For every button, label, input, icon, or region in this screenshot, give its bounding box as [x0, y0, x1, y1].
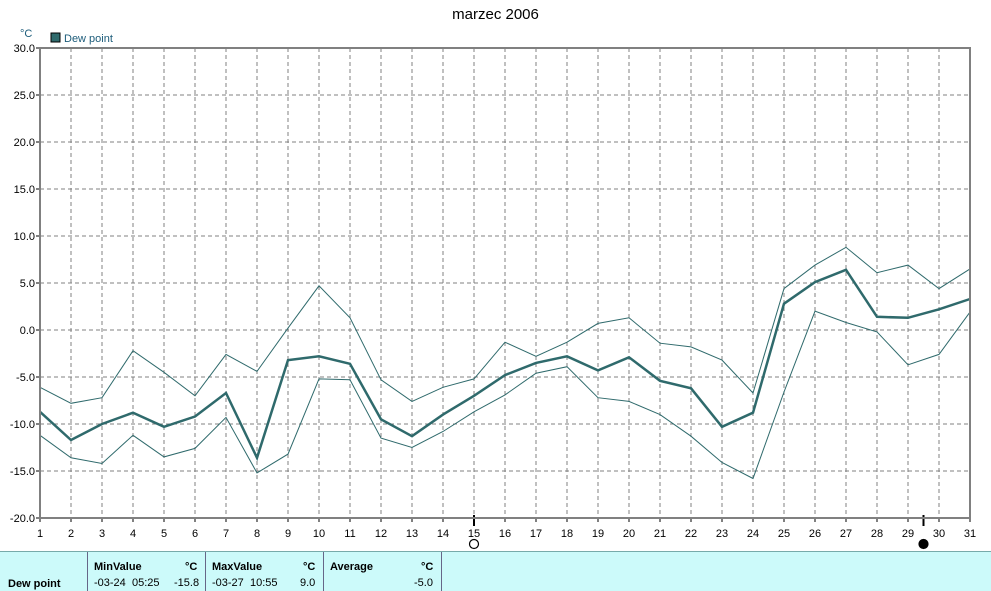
- series-line-lower: [39, 310, 971, 480]
- legend-label: Dew point: [64, 33, 113, 45]
- y-tick-label: 5.0: [20, 278, 35, 290]
- legend-swatch: [50, 32, 61, 43]
- x-axis-ticks: 1 2 3 4 5 6 7 8 9 10 11 12 13 14 15 16 17 18 19 20 21 22 23 24 2…: [37, 518, 976, 540]
- y-tick-label: -15.0: [10, 466, 35, 478]
- chart-title: marzec 2006: [452, 6, 539, 23]
- chart-area: 30.0 25.0 20.0 15.0 10.0 5.0 0.0 -5.0 -10.0 -15.0…: [10, 28, 976, 550]
- x-tick-label: 13: [406, 528, 418, 540]
- x-tick-label: 9: [285, 528, 291, 540]
- x-tick-label: 2: [68, 528, 74, 540]
- x-tick-label: 1: [37, 528, 43, 540]
- stats-row-label: Dew point: [8, 578, 61, 590]
- x-tick-label: 14: [437, 528, 449, 540]
- x-tick-label: 4: [130, 528, 136, 540]
- x-tick-label: 5: [161, 528, 167, 540]
- x-tick-label: 20: [623, 528, 635, 540]
- moon-markers: [468, 515, 929, 550]
- x-tick-label: 10: [313, 528, 325, 540]
- x-tick-label: 25: [778, 528, 790, 540]
- max-header: MaxValue: [212, 561, 263, 573]
- series-line-dew-point: [39, 268, 971, 462]
- x-tick-label: 29: [902, 528, 914, 540]
- x-tick-label: 17: [530, 528, 542, 540]
- max-value-cell: MaxValue °C -03-27 10:55 9.0: [206, 552, 324, 591]
- x-tick-label: 8: [254, 528, 260, 540]
- unit-label: °C: [20, 28, 32, 40]
- new-moon-icon: [918, 538, 929, 550]
- max-unit: °C: [303, 561, 316, 573]
- min-unit: °C: [185, 561, 198, 573]
- min-value: -15.8: [174, 577, 200, 589]
- x-tick-label: 21: [654, 528, 666, 540]
- x-tick-label: 16: [499, 528, 511, 540]
- x-tick-label: 11: [344, 528, 355, 540]
- x-tick-label: 27: [840, 528, 852, 540]
- x-tick-label: 19: [592, 528, 604, 540]
- plot-frame: [39, 47, 971, 519]
- x-tick-label: 18: [561, 528, 573, 540]
- x-tick-label: 22: [685, 528, 697, 540]
- min-header: MinValue: [94, 561, 142, 573]
- grid: [40, 48, 970, 518]
- stats-row-label-cell: Dew point: [0, 552, 88, 591]
- x-tick-label: 12: [375, 528, 387, 540]
- avg-header: Average: [330, 561, 374, 573]
- x-tick-label: 6: [192, 528, 198, 540]
- average-cell: Average °C -5.0: [324, 552, 442, 591]
- min-value-cell: MinValue °C -03-24 05:25 -15.8: [88, 552, 206, 591]
- avg-value: -5.0: [414, 577, 433, 589]
- min-time: 05:25: [132, 577, 160, 589]
- max-value: 9.0: [300, 577, 316, 589]
- x-tick-label: 28: [871, 528, 883, 540]
- y-tick-label: 0.0: [20, 325, 35, 337]
- y-tick-label: -5.0: [16, 372, 35, 384]
- x-tick-label: 30: [933, 528, 945, 540]
- full-moon-icon: [468, 538, 480, 550]
- x-tick-label: 15: [468, 528, 480, 540]
- y-tick-label: 10.0: [14, 231, 35, 243]
- max-time: 10:55: [250, 577, 278, 589]
- x-tick-label: 31: [964, 528, 976, 540]
- y-tick-label: 15.0: [14, 184, 35, 196]
- x-tick-label: 26: [809, 528, 821, 540]
- y-tick-label: 25.0: [14, 90, 35, 102]
- x-tick-label: 24: [747, 528, 759, 540]
- y-tick-label: 20.0: [14, 137, 35, 149]
- series-line-upper: [39, 246, 971, 404]
- stats-panel: Dew point MinValue °C -03-24 05:25 -15.8…: [0, 551, 991, 591]
- series-lines: [39, 246, 971, 480]
- min-date: -03-24: [94, 577, 126, 589]
- x-tick-label: 23: [716, 528, 728, 540]
- x-tick-label: 7: [223, 528, 229, 540]
- y-tick-label: -10.0: [10, 419, 35, 431]
- y-tick-label: 30.0: [14, 43, 35, 55]
- x-tick-label: 3: [99, 528, 105, 540]
- y-axis-ticks: 30.0 25.0 20.0 15.0 10.0 5.0 0.0 -5.0 -10.0 -15.0…: [10, 43, 40, 525]
- y-tick-label: -20.0: [10, 513, 35, 525]
- avg-unit: °C: [421, 561, 434, 573]
- max-date: -03-27: [212, 577, 244, 589]
